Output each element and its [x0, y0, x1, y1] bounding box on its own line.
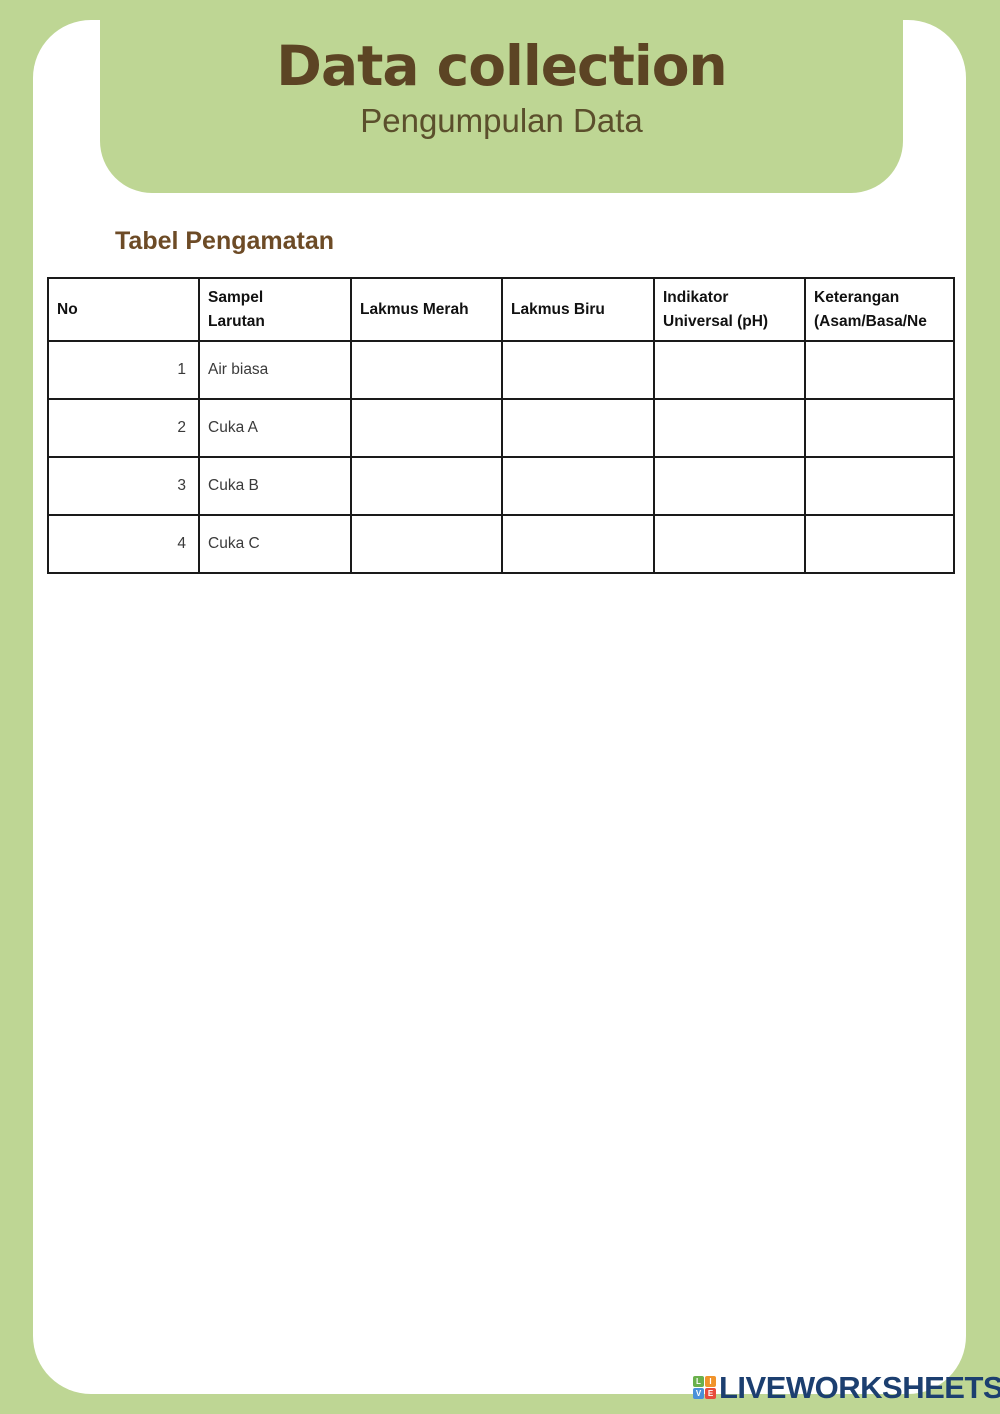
table-row: 2 Cuka A — [47, 398, 955, 458]
column-header-keterangan: Keterangan (Asam/Basa/Ne — [804, 277, 955, 342]
answer-cell-indikator[interactable] — [653, 514, 806, 574]
answer-cell-lakmus-merah[interactable] — [350, 456, 503, 516]
answer-cell-keterangan[interactable] — [804, 340, 955, 400]
row-number: 2 — [47, 398, 200, 458]
answer-cell-lakmus-biru[interactable] — [501, 456, 655, 516]
answer-cell-keterangan[interactable] — [804, 514, 955, 574]
liveworksheets-wordmark: LIVEWORKSHEETS — [719, 1370, 1000, 1405]
worksheet-card — [33, 20, 966, 1394]
table-row: 1 Air biasa — [47, 340, 955, 400]
sample-name: Cuka C — [198, 514, 352, 574]
logo-square-i: I — [705, 1376, 716, 1387]
row-number: 4 — [47, 514, 200, 574]
liveworksheets-footer: L I V E LIVEWORKSHEETS — [693, 1372, 1000, 1403]
row-number: 3 — [47, 456, 200, 516]
logo-square-v: V — [693, 1388, 704, 1399]
column-header-lakmus-biru: Lakmus Biru — [501, 277, 655, 342]
sample-name: Cuka B — [198, 456, 352, 516]
table-header-row: No Sampel Larutan Lakmus Merah Lakmus Bi… — [47, 277, 955, 342]
liveworksheets-logo-icon: L I V E — [693, 1376, 716, 1399]
answer-cell-indikator[interactable] — [653, 340, 806, 400]
answer-cell-lakmus-merah[interactable] — [350, 340, 503, 400]
observation-table: No Sampel Larutan Lakmus Merah Lakmus Bi… — [47, 277, 955, 574]
page-title: Data collection — [276, 34, 727, 98]
answer-cell-keterangan[interactable] — [804, 456, 955, 516]
answer-cell-lakmus-biru[interactable] — [501, 514, 655, 574]
table-heading: Tabel Pengamatan — [115, 227, 335, 255]
logo-square-e: E — [705, 1388, 716, 1399]
answer-cell-keterangan[interactable] — [804, 398, 955, 458]
header-banner: Data collection Pengumpulan Data — [100, 0, 903, 193]
answer-cell-indikator[interactable] — [653, 398, 806, 458]
column-header-sampel-larutan: Sampel Larutan — [198, 277, 352, 342]
table-row: 4 Cuka C — [47, 514, 955, 574]
answer-cell-lakmus-biru[interactable] — [501, 340, 655, 400]
answer-cell-indikator[interactable] — [653, 456, 806, 516]
answer-cell-lakmus-merah[interactable] — [350, 398, 503, 458]
page-subtitle: Pengumpulan Data — [360, 102, 643, 139]
answer-cell-lakmus-biru[interactable] — [501, 398, 655, 458]
table-row: 3 Cuka B — [47, 456, 955, 516]
answer-cell-lakmus-merah[interactable] — [350, 514, 503, 574]
column-header-indikator-universal: Indikator Universal (pH) — [653, 277, 806, 342]
sample-name: Cuka A — [198, 398, 352, 458]
logo-square-l: L — [693, 1376, 704, 1387]
column-header-no: No — [47, 277, 200, 342]
sample-name: Air biasa — [198, 340, 352, 400]
row-number: 1 — [47, 340, 200, 400]
column-header-lakmus-merah: Lakmus Merah — [350, 277, 503, 342]
